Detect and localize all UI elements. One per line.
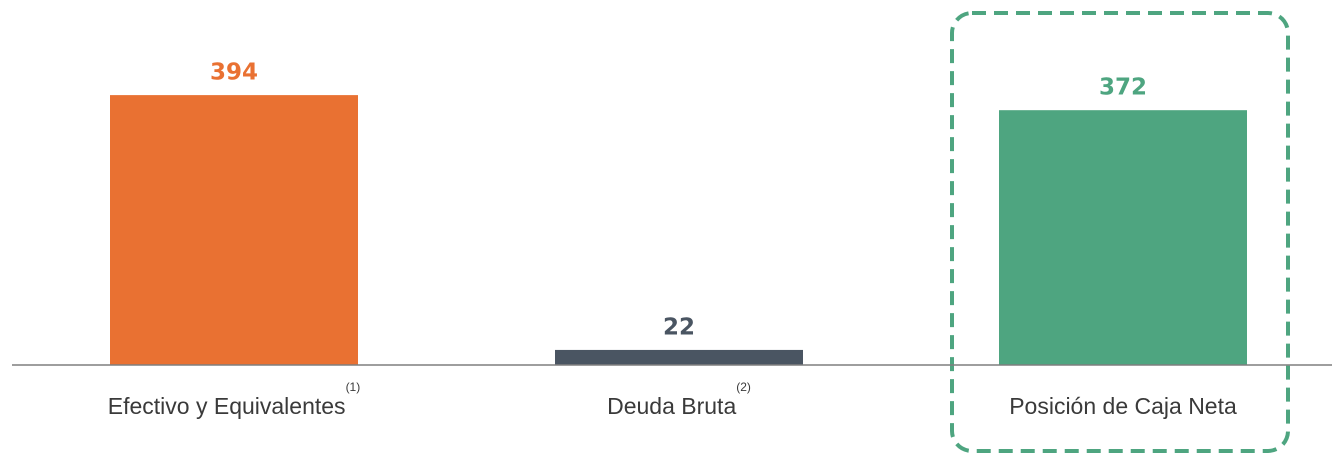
bar xyxy=(555,349,803,365)
x-tick-label: Efectivo y Equivalentes(1) xyxy=(108,380,360,419)
highlight-box xyxy=(950,11,1290,453)
bar xyxy=(110,95,358,366)
category-name: Efectivo y Equivalentes xyxy=(108,393,346,419)
footnote-mark: (2) xyxy=(736,380,751,394)
value-label: 394 xyxy=(210,60,258,86)
value-label: 22 xyxy=(663,314,695,340)
bar xyxy=(999,110,1247,366)
footnote-mark: (1) xyxy=(346,380,361,394)
category-name: Posición de Caja Neta xyxy=(1009,393,1237,419)
category-name: Deuda Bruta xyxy=(607,393,736,419)
x-tick-label: Posición de Caja Neta xyxy=(1009,393,1237,419)
x-tick-label: Deuda Bruta(2) xyxy=(607,380,751,419)
value-label: 372 xyxy=(1099,75,1147,101)
